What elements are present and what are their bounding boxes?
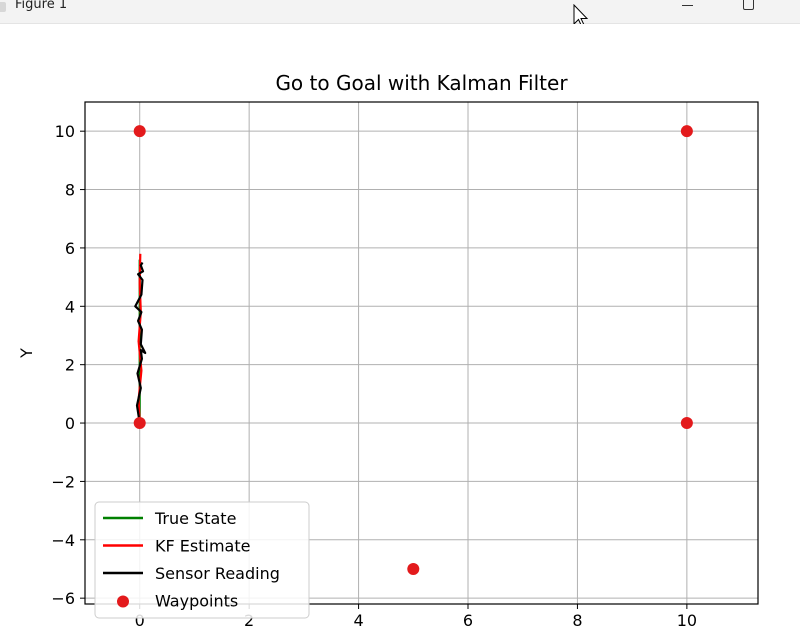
x-tick-label: 4 [353, 611, 363, 630]
maximize-button[interactable] [732, 0, 766, 14]
y-tick-label: 6 [65, 239, 75, 258]
x-tick-label: 10 [677, 611, 697, 630]
waypoint-marker [133, 417, 146, 430]
waypoint-marker [680, 125, 693, 138]
x-tick-label: 6 [463, 611, 473, 630]
y-tick-label: 8 [65, 181, 75, 200]
data-layer [133, 125, 693, 575]
legend-entry-label: Waypoints [155, 592, 238, 611]
legend: True State KF Estimate Sensor Reading Waypo… [94, 501, 310, 619]
chart: 0 2 4 6 8 10 −6 −4 −2 0 2 4 6 8 10 Go to Goal with Kal… [0, 24, 800, 635]
x-tick-label: 8 [572, 611, 582, 630]
series-sensor-reading-line [134, 261, 147, 424]
y-axis-label: Y [17, 348, 36, 359]
x-tick-label: 0 [135, 611, 145, 630]
y-tick-label: 2 [65, 356, 75, 375]
legend-box [94, 501, 310, 619]
legend-entry-label: KF Estimate [155, 537, 250, 556]
window-titlebar: Figure 1 [0, 0, 800, 24]
chart-title: Go to Goal with Kalman Filter [275, 71, 568, 95]
x-tick-label: 2 [244, 611, 254, 630]
y-tick-label: −6 [51, 589, 75, 608]
minimize-button[interactable] [670, 0, 704, 14]
window-title: Figure 1 [15, 0, 68, 12]
waypoint-marker [680, 417, 693, 430]
legend-entry-label: True State [154, 509, 236, 528]
figure-canvas: 0 2 4 6 8 10 −6 −4 −2 0 2 4 6 8 10 Go to Goal with Kal… [0, 24, 800, 635]
y-tick-label: 4 [65, 297, 75, 316]
waypoint-marker [133, 125, 146, 138]
y-tick-label: 10 [55, 122, 75, 141]
plot-frame [84, 101, 759, 605]
y-tick-label: 0 [65, 414, 75, 433]
y-tick-label: −4 [51, 531, 75, 550]
y-tick-label: −2 [51, 472, 75, 491]
app-icon [0, 2, 6, 12]
tick-layer: 0 2 4 6 8 10 −6 −4 −2 0 2 4 6 8 10 [51, 122, 697, 630]
legend-swatch [117, 595, 129, 608]
legend-entry-label: Sensor Reading [155, 564, 280, 583]
waypoint-marker [407, 562, 420, 575]
